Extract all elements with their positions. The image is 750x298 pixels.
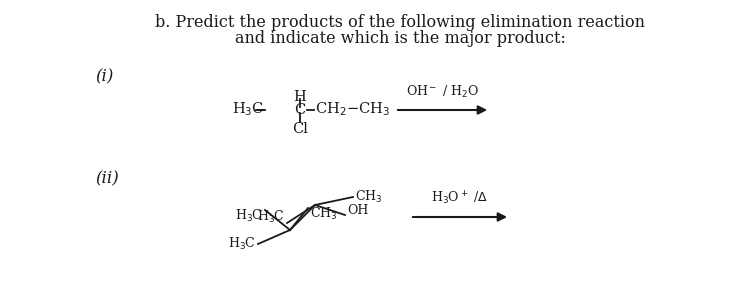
Text: OH$^-$ / H$_2$O: OH$^-$ / H$_2$O [406,84,479,100]
Text: H$_3$C: H$_3$C [232,100,264,118]
Text: (i): (i) [95,68,113,85]
Text: CH$_2$$-$CH$_3$: CH$_2$$-$CH$_3$ [315,100,390,118]
Text: OH: OH [347,204,368,217]
Text: and indicate which is the major product:: and indicate which is the major product: [235,30,566,47]
Text: H: H [294,90,306,104]
Text: H$_3$C: H$_3$C [236,208,263,224]
Text: b. Predict the products of the following elimination reaction: b. Predict the products of the following… [155,14,645,31]
Text: CH$_3$: CH$_3$ [310,206,338,222]
Text: C: C [294,103,306,117]
Text: (ii): (ii) [95,170,118,187]
Text: CH$_3$: CH$_3$ [355,189,382,205]
Text: Cl: Cl [292,122,308,136]
Text: H$_3$C: H$_3$C [228,236,256,252]
Text: H$_3$C: H$_3$C [257,209,285,225]
Text: H$_3$O$^+$ /$\Delta$: H$_3$O$^+$ /$\Delta$ [431,190,488,207]
